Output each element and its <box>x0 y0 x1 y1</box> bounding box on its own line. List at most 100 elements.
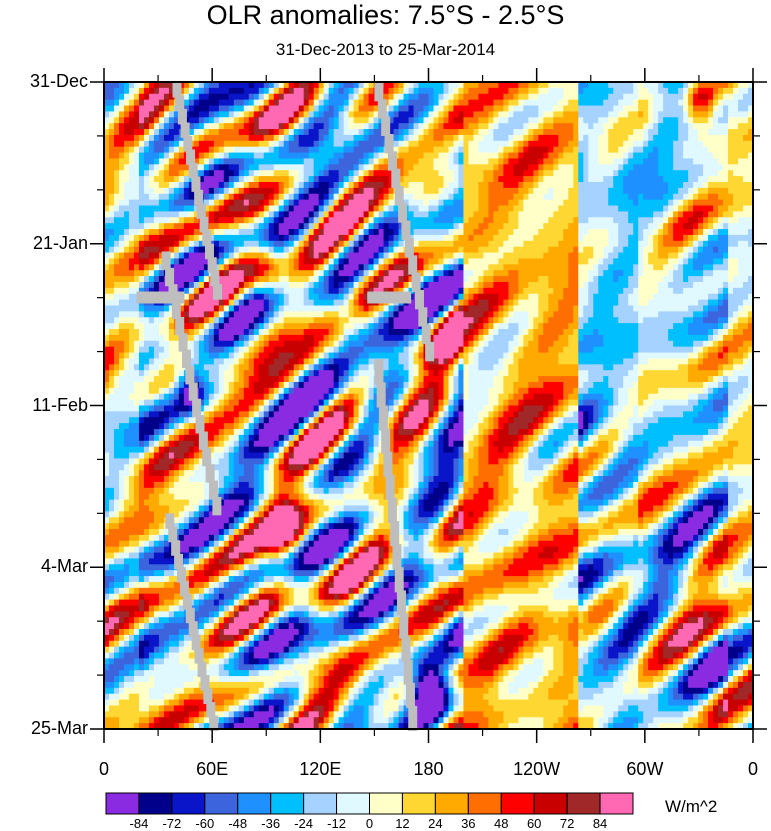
heatmap-cell <box>553 111 559 118</box>
heatmap-cell <box>218 229 225 236</box>
heatmap-cell <box>453 146 460 154</box>
heatmap-cell <box>383 211 390 218</box>
heatmap-cell <box>503 181 509 189</box>
heatmap-cell <box>513 281 519 289</box>
heatmap-cell <box>488 99 494 107</box>
heatmap-cell <box>363 281 370 289</box>
heatmap-cell <box>423 181 430 189</box>
heatmap-cell <box>713 99 719 107</box>
heatmap-cell <box>628 152 634 160</box>
heatmap-cell <box>438 217 445 224</box>
heatmap-cell <box>168 264 175 271</box>
heatmap-cell <box>268 158 275 165</box>
heatmap-cell <box>713 82 719 89</box>
heatmap-cell <box>658 181 664 189</box>
heatmap-cell <box>718 93 724 101</box>
heatmap-cell <box>368 305 375 312</box>
heatmap-cell <box>168 152 175 160</box>
heatmap-cell <box>698 140 704 148</box>
heatmap-cell <box>323 123 330 130</box>
heatmap-cell <box>443 93 450 101</box>
heatmap-cell <box>358 211 365 218</box>
heatmap-cell <box>543 299 549 307</box>
heatmap-cell <box>268 211 275 218</box>
heatmap-cell <box>193 211 200 218</box>
heatmap-cell <box>378 229 385 236</box>
heatmap-cell <box>508 82 514 89</box>
heatmap-cell <box>428 240 435 248</box>
heatmap-cell <box>688 217 694 224</box>
heatmap-cell <box>208 199 215 207</box>
heatmap-cell <box>683 270 689 277</box>
heatmap-cell <box>143 223 150 230</box>
heatmap-cell <box>353 93 360 101</box>
heatmap-cell <box>563 281 569 289</box>
heatmap-cell <box>538 293 544 301</box>
heatmap-cell <box>373 264 380 271</box>
heatmap-cell <box>473 234 480 242</box>
heatmap-cell <box>218 270 225 277</box>
heatmap-cell <box>643 111 649 118</box>
heatmap-cell <box>323 170 330 177</box>
heatmap-cell <box>618 87 624 95</box>
heatmap-cell <box>598 193 604 201</box>
heatmap-cell <box>583 229 589 236</box>
heatmap-cell <box>348 229 355 236</box>
heatmap-cell <box>703 270 709 277</box>
heatmap-cell <box>673 82 679 89</box>
heatmap-cell <box>348 281 355 289</box>
heatmap-cell <box>383 187 390 195</box>
heatmap-cell <box>458 234 465 242</box>
heatmap-cell <box>488 158 494 165</box>
heatmap-cell <box>413 82 420 89</box>
heatmap-cell <box>158 129 165 136</box>
heatmap-cell <box>508 276 514 283</box>
heatmap-cell <box>563 176 569 183</box>
heatmap-cell <box>608 240 614 248</box>
heatmap-cell <box>438 240 445 248</box>
heatmap-cell <box>318 234 325 242</box>
heatmap-cell <box>498 129 504 136</box>
heatmap-cell <box>104 287 110 295</box>
heatmap-cell <box>128 111 135 118</box>
heatmap-cell <box>548 99 554 107</box>
heatmap-cell <box>483 117 490 124</box>
heatmap-cell <box>568 270 574 277</box>
heatmap-cell <box>738 258 744 265</box>
heatmap-cell <box>168 252 175 260</box>
heatmap-cell <box>278 217 285 224</box>
heatmap-cell <box>473 82 480 89</box>
heatmap-cell <box>323 93 330 101</box>
heatmap-cell <box>418 140 425 148</box>
heatmap-cell <box>313 264 320 271</box>
heatmap-cell <box>628 234 634 242</box>
heatmap-cell <box>243 205 250 212</box>
heatmap-cell <box>573 181 579 189</box>
heatmap-cell <box>153 140 160 148</box>
heatmap-cell <box>633 111 639 118</box>
heatmap-cell <box>118 281 125 289</box>
heatmap-cell <box>448 193 455 201</box>
heatmap-cell <box>348 240 355 248</box>
heatmap-cell <box>243 93 250 101</box>
heatmap-cell <box>173 211 180 218</box>
heatmap-cell <box>548 205 554 212</box>
heatmap-cell <box>188 281 195 289</box>
heatmap-cell <box>418 270 425 277</box>
heatmap-cell <box>253 187 260 195</box>
heatmap-cell <box>523 252 529 260</box>
heatmap-cell <box>443 229 450 236</box>
heatmap-cell <box>128 146 135 154</box>
heatmap-cell <box>318 240 325 248</box>
heatmap-cell <box>623 82 629 89</box>
heatmap-cell <box>503 170 509 177</box>
heatmap-cell <box>228 281 235 289</box>
heatmap-cell <box>263 293 270 301</box>
heatmap-cell <box>298 170 305 177</box>
heatmap-cell <box>398 240 405 248</box>
heatmap-cell <box>183 246 190 254</box>
heatmap-cell <box>738 87 744 95</box>
heatmap-cell <box>123 270 130 277</box>
heatmap-cell <box>313 223 320 230</box>
heatmap-cell <box>453 181 460 189</box>
